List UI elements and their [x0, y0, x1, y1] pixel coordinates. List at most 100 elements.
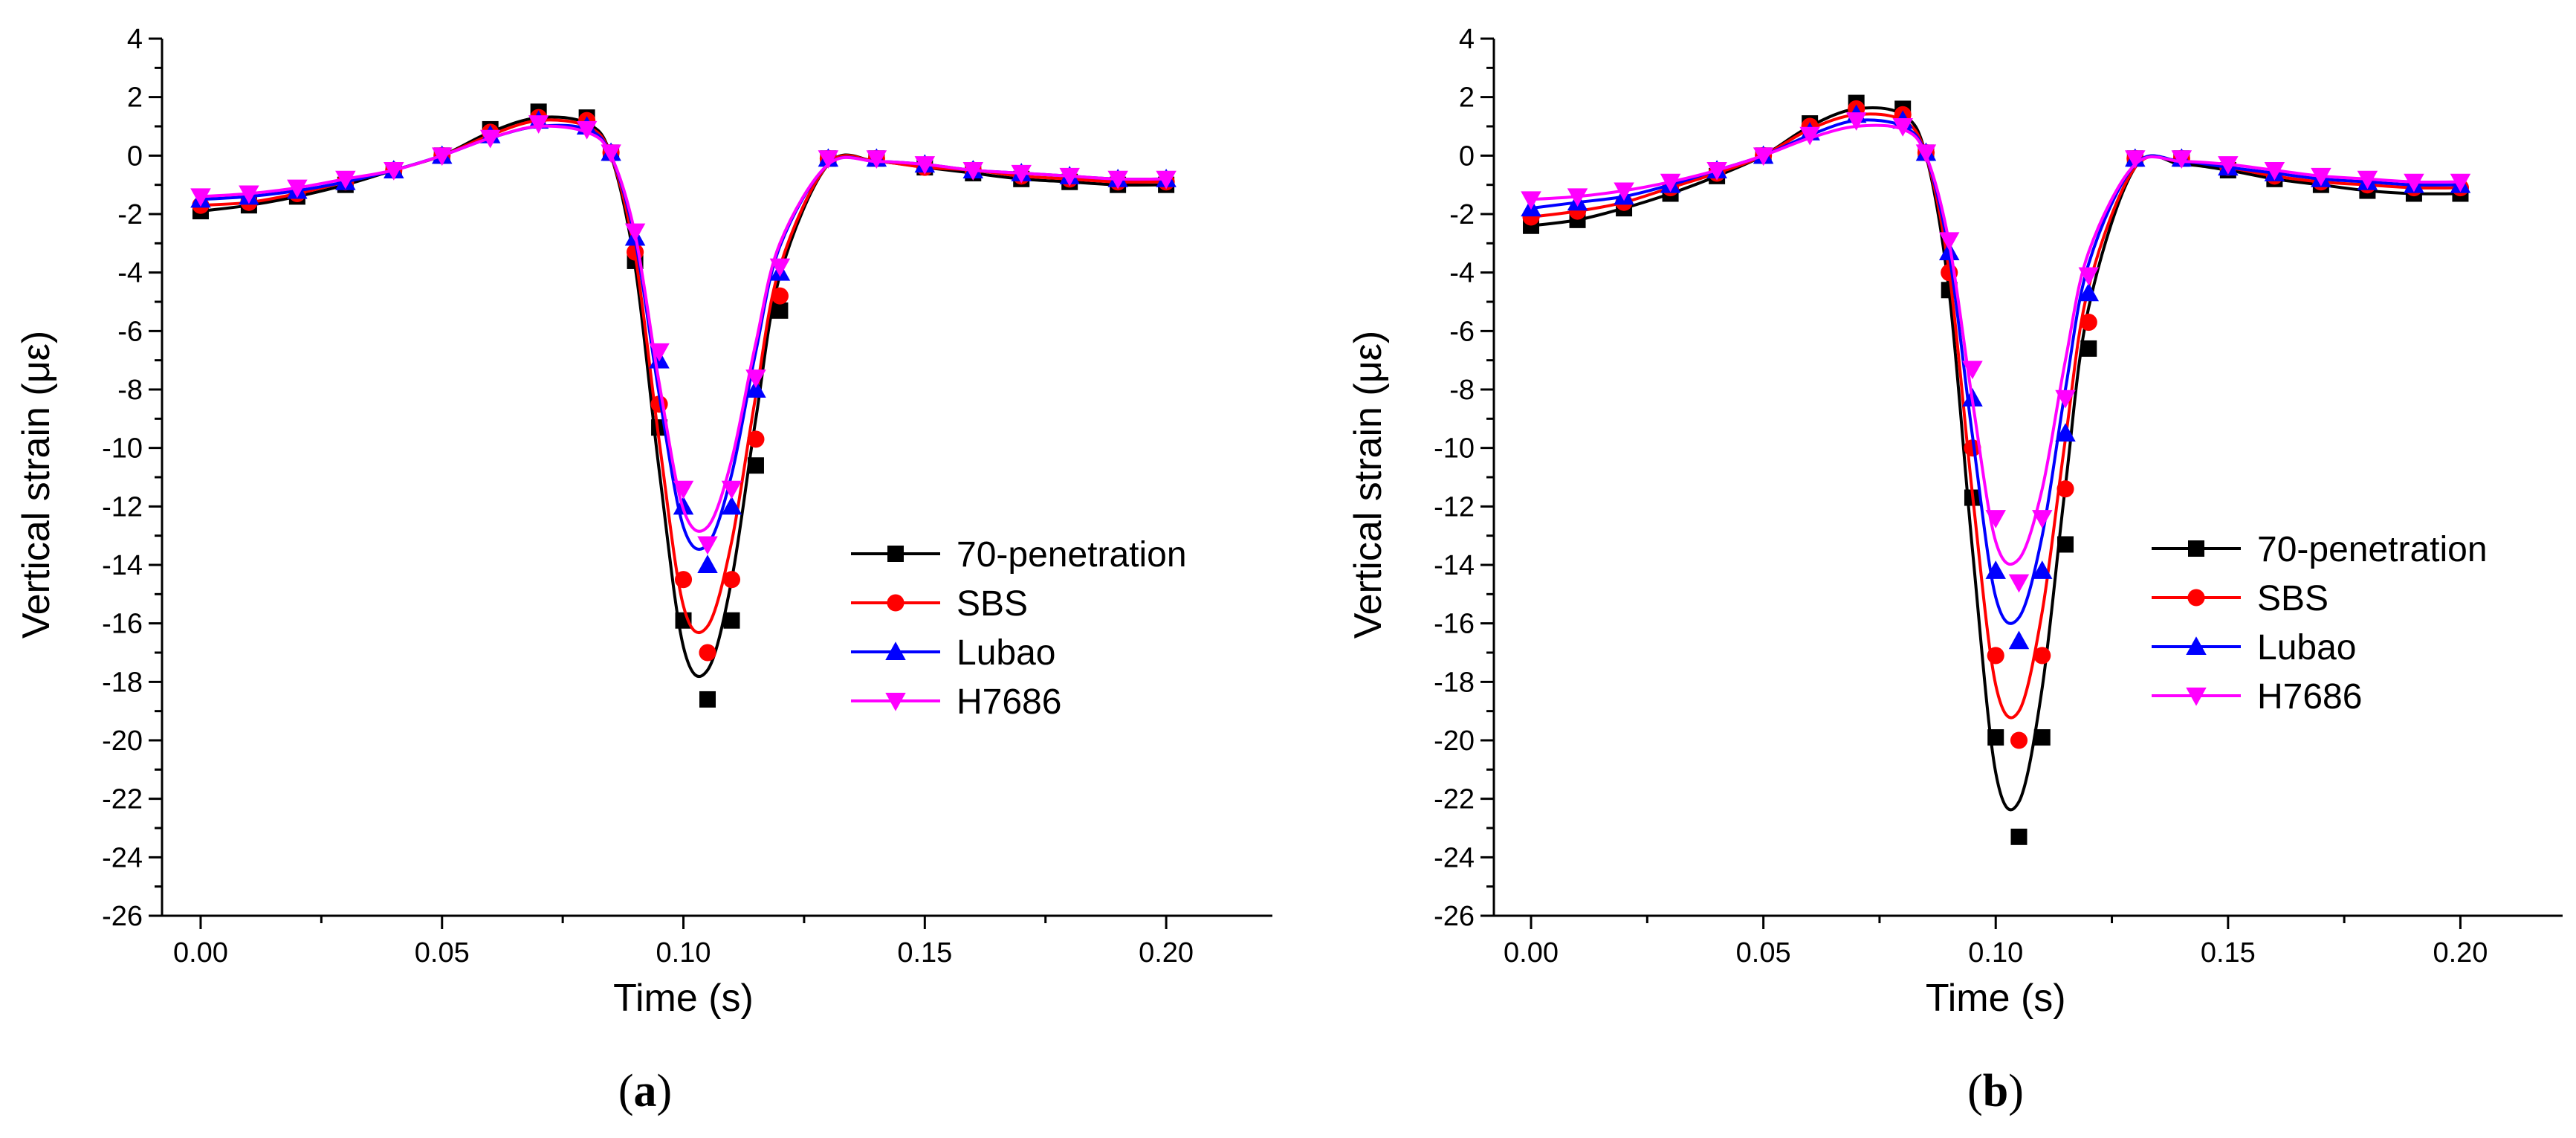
data-point: [2404, 173, 2424, 193]
legend-label: SBS: [957, 584, 1028, 624]
y-tick-label: -18: [1434, 667, 1475, 698]
data-point: [2450, 173, 2471, 193]
y-axis-title: Vertical strain (με): [1347, 331, 1390, 638]
legend-marker: [887, 546, 904, 562]
data-point: [1753, 147, 1774, 167]
data-point: [699, 644, 716, 662]
data-point: [1706, 162, 1727, 181]
y-tick-label: 4: [1459, 24, 1475, 55]
data-point: [2032, 560, 2053, 579]
x-axis-title: Time (s): [613, 977, 754, 1020]
y-tick-label: -12: [102, 491, 143, 523]
data-point: [1521, 191, 1541, 210]
x-tick-label: 0.15: [2201, 937, 2256, 969]
series-line: [200, 124, 1167, 533]
data-point: [674, 571, 693, 589]
data-point: [771, 287, 789, 305]
data-point: [1987, 647, 2004, 665]
data-point: [2032, 510, 2053, 528]
data-point: [2055, 389, 2076, 409]
data-point: [190, 188, 211, 207]
data-point: [1156, 170, 1177, 190]
data-point: [1799, 126, 1820, 146]
y-tick-label: -4: [1449, 258, 1475, 289]
data-point: [2078, 267, 2100, 286]
data-point: [601, 144, 621, 164]
data-point: [2078, 282, 2100, 302]
data-point: [576, 120, 598, 140]
y-tick-label: -16: [102, 609, 143, 640]
data-point: [721, 480, 742, 500]
data-point: [2357, 170, 2378, 190]
data-point: [1845, 112, 1867, 131]
y-tick-label: -24: [102, 842, 143, 873]
series-h7686: [1521, 112, 2471, 593]
data-point: [1567, 188, 1588, 207]
data-point: [2033, 647, 2051, 665]
data-point: [2008, 630, 2030, 650]
data-point: [699, 691, 716, 708]
y-tick-label: -24: [1434, 842, 1475, 873]
data-point: [1892, 118, 1913, 137]
y-tick-label: -8: [1449, 375, 1475, 406]
data-point: [431, 147, 453, 167]
y-axis-title: Vertical strain (με): [15, 331, 58, 638]
legend-marker: [887, 594, 904, 612]
y-tick-label: -6: [117, 316, 143, 347]
data-point: [769, 258, 791, 277]
data-point: [1011, 164, 1032, 184]
y-tick-label: -16: [1434, 609, 1475, 640]
x-tick-label: 0.20: [2433, 937, 2488, 969]
y-tick-label: -4: [117, 258, 143, 289]
data-point: [624, 223, 646, 242]
series-line: [1530, 112, 2461, 720]
y-tick-label: -12: [1434, 491, 1475, 523]
data-point: [2080, 313, 2097, 332]
data-point: [2056, 480, 2074, 498]
data-point: [384, 162, 404, 181]
y-tick-label: 0: [127, 140, 143, 172]
x-tick-label: 0.00: [173, 937, 228, 969]
data-point: [722, 571, 741, 589]
data-point: [287, 179, 308, 198]
series-70-penetration: [1523, 94, 2469, 845]
data-point: [2171, 150, 2192, 169]
x-tick-label: 0.00: [1504, 937, 1559, 969]
y-tick-label: -10: [102, 433, 143, 465]
legend-marker: [2187, 589, 2205, 607]
legend-label: SBS: [2257, 579, 2329, 618]
data-point: [866, 150, 887, 169]
panel-label: (b): [1967, 1066, 2024, 1116]
y-tick-label: 4: [127, 24, 143, 55]
legend-label: H7686: [2257, 677, 2362, 717]
y-tick-label: -2: [1449, 199, 1475, 230]
series-h7686: [190, 115, 1177, 555]
y-tick-label: 0: [1459, 140, 1475, 172]
y-tick-label: -6: [1449, 316, 1475, 347]
data-point: [723, 612, 740, 629]
y-tick-label: -26: [1434, 901, 1475, 932]
data-point: [2010, 828, 2028, 845]
chart-panel-a: 4 2 0 -2 -4 -6 -8 -10 -12 -14 -16 -18 -20 -22 -24 -26 0.…: [15, 24, 1272, 1116]
data-point: [745, 369, 766, 389]
data-point: [1938, 232, 1960, 251]
data-point: [697, 555, 718, 573]
legend-marker: [2188, 540, 2204, 557]
data-point: [747, 457, 764, 474]
chart-panel-b: 4 2 0 -2 -4 -6 -8 -10 -12 -14 -16 -18 -20 -22 -24 -26 0.…: [1347, 24, 2563, 1116]
y-tick-label: -20: [102, 725, 143, 757]
data-point: [747, 430, 765, 448]
data-point: [528, 115, 549, 134]
data-point: [962, 162, 984, 181]
y-tick-label: -2: [117, 199, 143, 230]
y-tick-label: -20: [1434, 725, 1475, 757]
data-point: [1614, 182, 1634, 201]
x-tick-label: 0.10: [656, 937, 711, 969]
series-line: [1530, 123, 2461, 566]
data-point: [673, 480, 694, 500]
legend-marker: [885, 693, 906, 711]
y-tick-label: -14: [1434, 550, 1475, 581]
data-point: [818, 150, 839, 169]
data-point: [2218, 156, 2239, 175]
